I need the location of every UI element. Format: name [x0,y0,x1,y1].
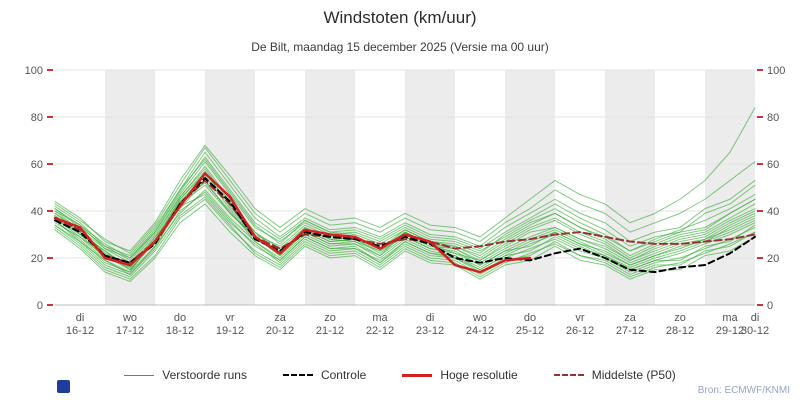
svg-text:wo: wo [472,312,487,324]
svg-text:0: 0 [37,300,43,312]
svg-text:22-12: 22-12 [366,325,394,337]
legend-swatch-1 [282,374,313,376]
legend-label: Controle [320,368,367,382]
legend-item-verstoorde-runs: Verstoorde runs [124,368,247,382]
series-middelste-p50 [54,179,756,264]
legend-swatch-3 [553,374,584,376]
series-hoge-resolutie [53,172,532,274]
svg-text:60: 60 [31,159,43,171]
svg-text:27-12: 27-12 [616,325,644,337]
svg-text:29-12: 29-12 [716,325,744,337]
svg-text:vr: vr [225,312,235,324]
svg-text:20: 20 [31,253,43,265]
svg-text:20: 20 [767,253,779,265]
svg-text:do: do [524,312,536,324]
svg-text:ma: ma [722,312,738,324]
svg-text:wo: wo [122,312,137,324]
knmi-logo [57,380,70,393]
legend-label: Middelste (P50) [591,368,676,382]
svg-text:26-12: 26-12 [566,325,594,337]
svg-text:zo: zo [674,312,686,324]
svg-text:40: 40 [31,206,43,218]
svg-text:za: za [274,312,287,324]
svg-text:za: za [624,312,637,324]
chart-subtitle: De Bilt, maandag 15 december 2025 (Versi… [251,40,549,54]
chart-title: Windstoten (km/uur) [323,8,477,27]
legend-item-controle: Controle [282,368,367,382]
day-bands [105,70,755,305]
svg-text:60: 60 [767,159,779,171]
svg-text:ma: ma [372,312,388,324]
legend-swatch-2 [402,373,433,377]
svg-text:zo: zo [324,312,336,324]
legend-label: Verstoorde runs [162,368,247,382]
svg-text:di: di [751,312,760,324]
legend-swatch-0 [124,374,155,376]
svg-text:16-12: 16-12 [66,325,94,337]
legend-item-hoge-resolutie: Hoge resolutie [402,368,518,382]
svg-text:20-12: 20-12 [266,325,294,337]
attribution: Bron: ECMWF/KNMI [697,385,790,396]
svg-text:di: di [76,312,85,324]
svg-text:21-12: 21-12 [316,325,344,337]
svg-text:18-12: 18-12 [166,325,194,337]
svg-text:25-12: 25-12 [516,325,544,337]
svg-text:100: 100 [25,65,43,77]
svg-text:24-12: 24-12 [466,325,494,337]
svg-text:di: di [426,312,435,324]
svg-text:19-12: 19-12 [216,325,244,337]
axes [47,69,763,306]
svg-text:80: 80 [31,112,43,124]
svg-text:0: 0 [767,300,773,312]
svg-text:40: 40 [767,206,779,218]
svg-text:80: 80 [767,112,779,124]
svg-text:23-12: 23-12 [416,325,444,337]
svg-text:do: do [174,312,186,324]
svg-text:100: 100 [767,65,785,77]
legend-item-middelste-p50: Middelste (P50) [553,368,676,382]
legend-label: Hoge resolutie [440,368,518,382]
svg-text:28-12: 28-12 [666,325,694,337]
svg-text:vr: vr [575,312,585,324]
svg-text:30-12: 30-12 [741,325,769,337]
chart-legend: Verstoorde runs Controle Hoge resolutie … [0,368,800,382]
svg-text:17-12: 17-12 [116,325,144,337]
